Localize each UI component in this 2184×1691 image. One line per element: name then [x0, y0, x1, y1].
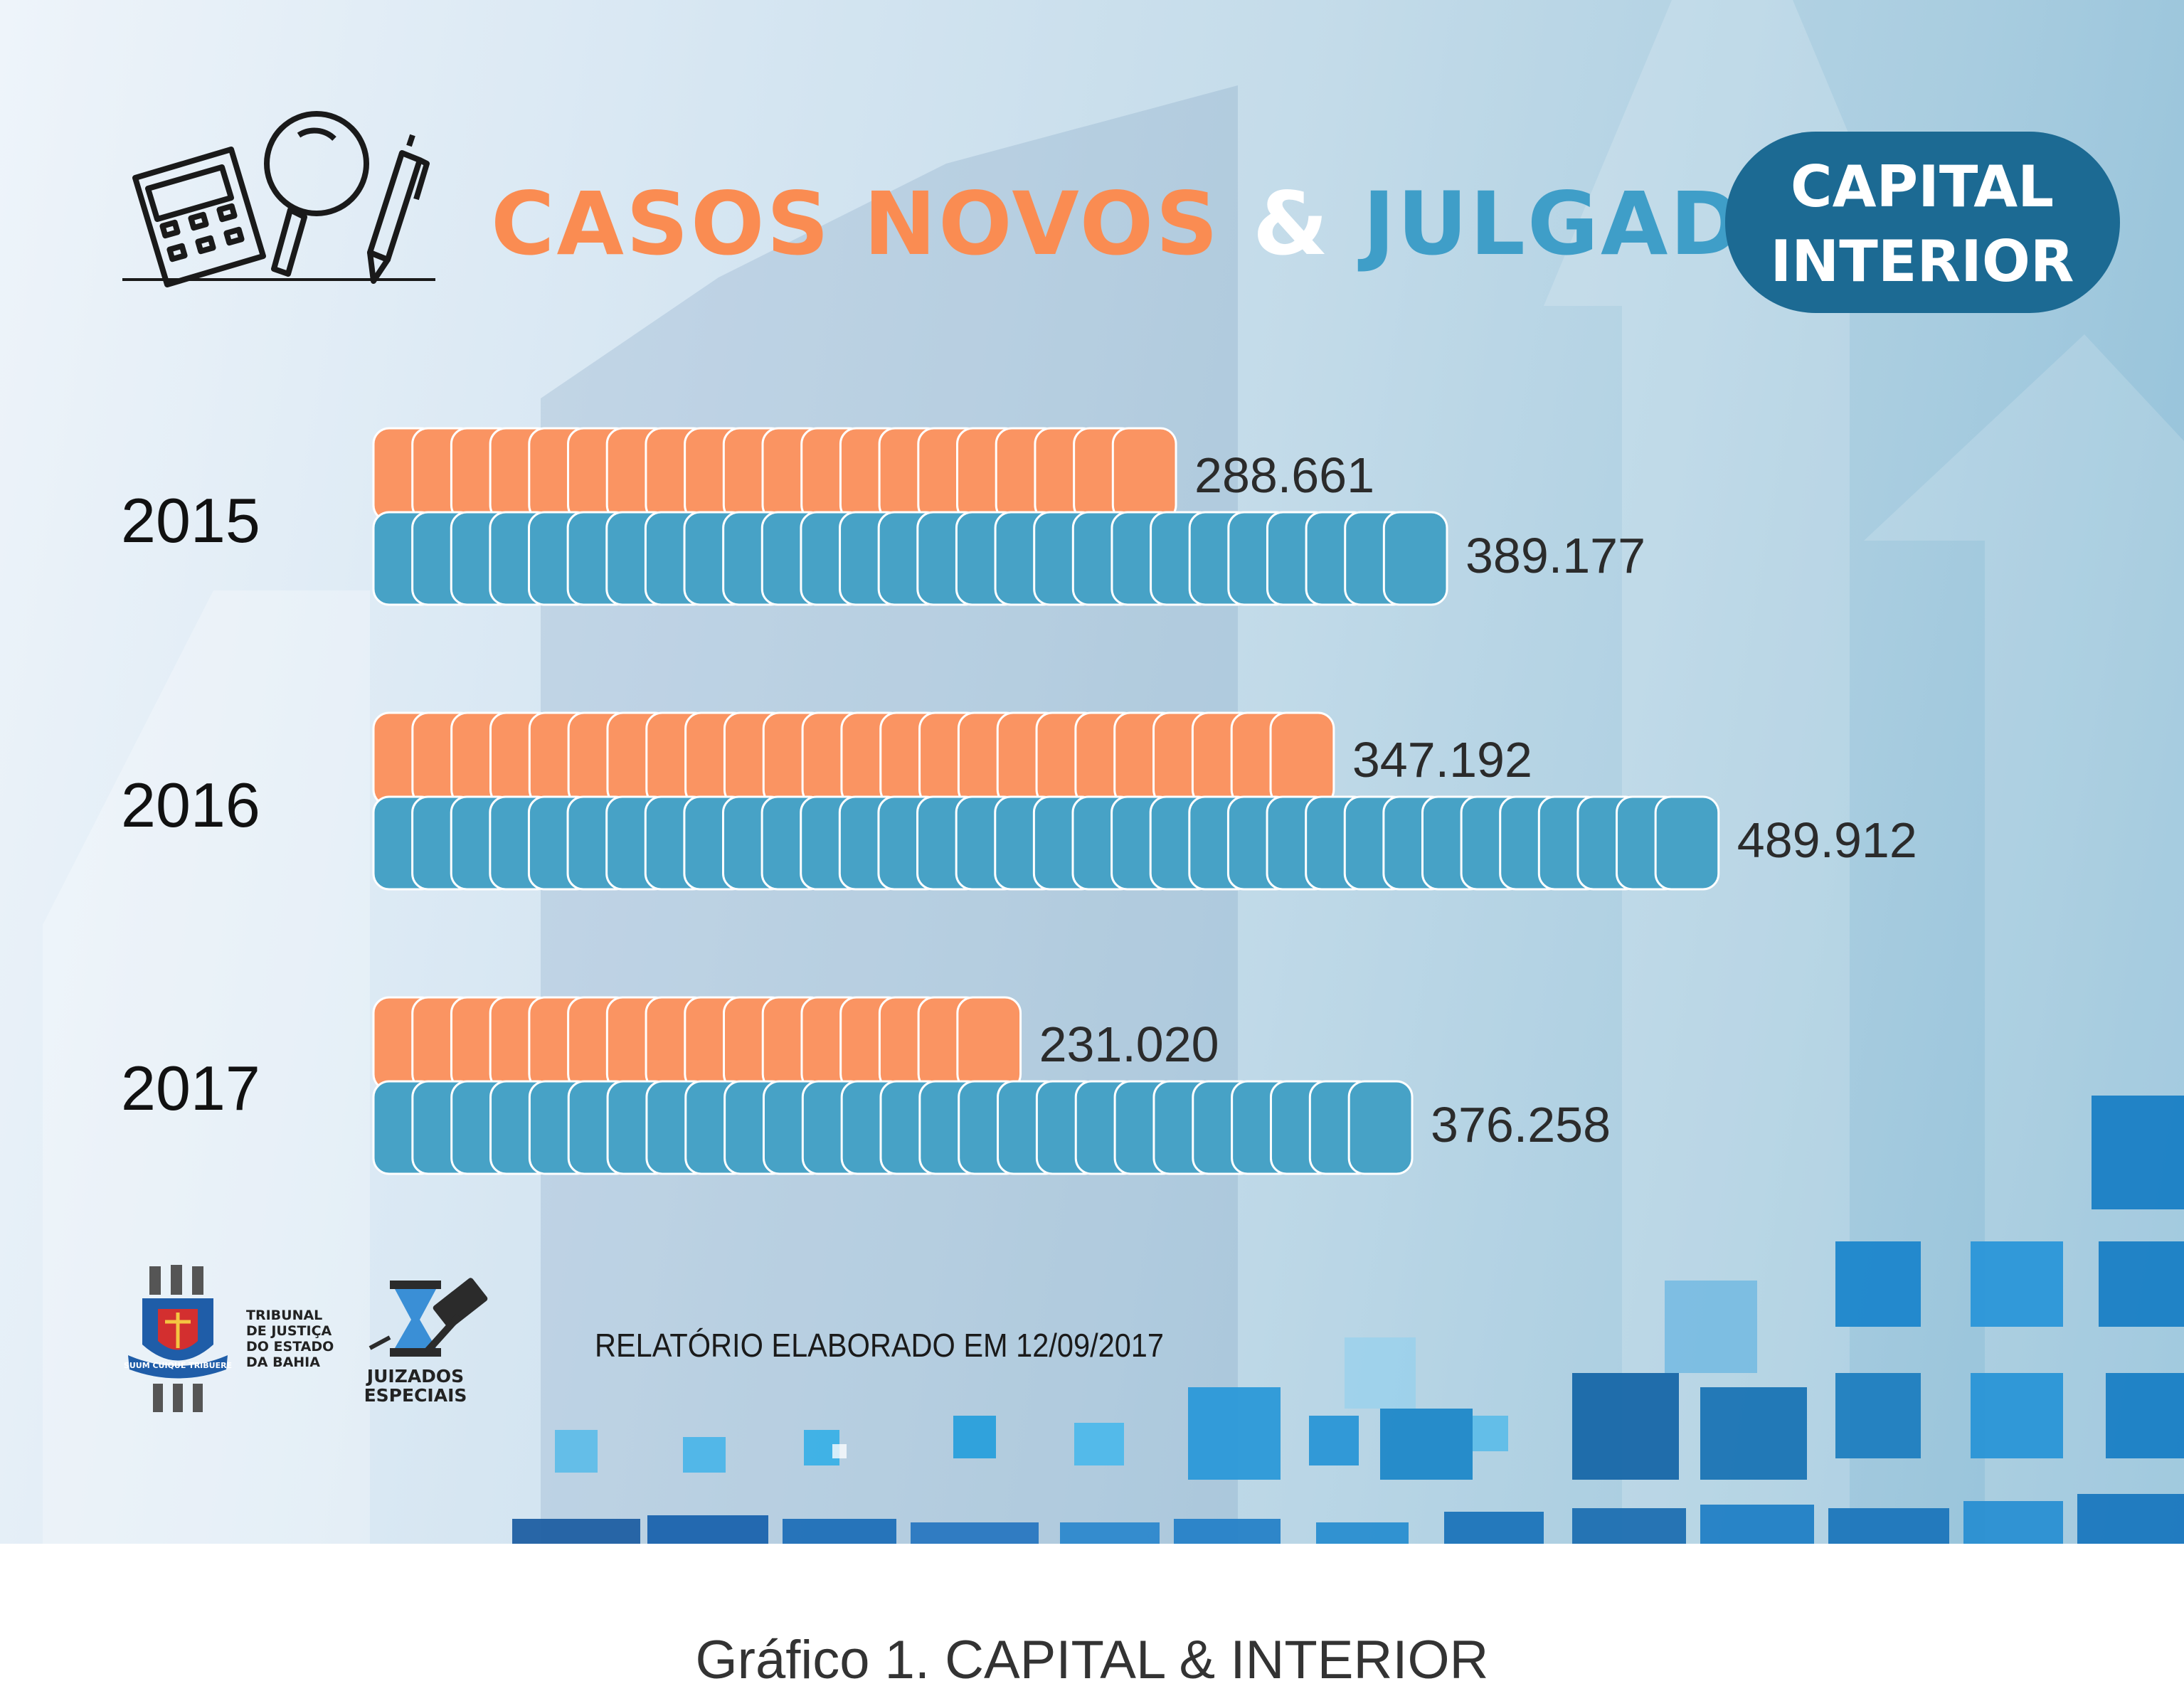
value-label-julgados: 389.177	[1465, 528, 1645, 583]
bar-casos-novos	[372, 996, 1022, 1091]
bar-casos-novos	[372, 711, 1335, 807]
figure-caption: Gráfico 1. CAPITAL & INTERIOR	[695, 1630, 1489, 1690]
title-casos-novos: CASOS NOVOS	[491, 174, 1220, 275]
tjba-motto: SUUM CUIQUE TRIBUERE	[124, 1361, 232, 1370]
calculator-icon	[132, 147, 266, 287]
tjba-logo: SUUM CUIQUE TRIBUERE TRIBUNAL DE JUSTIÇA…	[124, 1265, 334, 1412]
bars-layer: 2015 288.661 389.177 2016 347.192 489.912 2017…	[121, 427, 1917, 1175]
value-label-julgados: 489.912	[1737, 812, 1917, 868]
tjba-name-line: TRIBUNAL	[246, 1308, 322, 1323]
tjba-seal-icon	[128, 1265, 228, 1412]
juizados-name-line: ESPECIAIS	[364, 1385, 467, 1406]
badge-line-capital: CAPITAL	[1791, 154, 2054, 220]
chart-title: CASOS NOVOS & JULGADOS	[491, 174, 1885, 275]
report-date: RELATÓRIO ELABORADO EM 12/09/2017	[595, 1327, 1164, 1364]
year-label: 2017	[121, 1053, 260, 1123]
poster: CASOS NOVOS & JULGADOS CAPITAL INTERIOR …	[0, 0, 2184, 1544]
value-label-julgados: 376.258	[1431, 1097, 1611, 1152]
juizados-name-line: JUIZADOS	[366, 1366, 464, 1387]
year-label: 2016	[121, 770, 260, 840]
bar-julgados	[372, 1080, 1414, 1175]
magnifier-icon	[264, 111, 369, 277]
badge-shape	[1725, 132, 2120, 313]
badge-line-interior: INTERIOR	[1771, 228, 2074, 295]
bar-julgados	[372, 795, 1720, 891]
bar-segment	[1111, 427, 1177, 522]
building-wall-shape	[43, 590, 370, 1544]
tjba-name-line: DE JUSTIÇA	[246, 1323, 332, 1339]
square-mosaic	[512, 1096, 2184, 1544]
bar-segment	[1269, 711, 1335, 807]
arrow-shape	[1544, 0, 1921, 1544]
pen-icon	[367, 134, 430, 284]
year-label: 2015	[121, 485, 260, 556]
bar-segment	[1382, 511, 1448, 606]
bar-casos-novos	[372, 427, 1177, 522]
value-label-casos-novos: 231.020	[1039, 1017, 1219, 1072]
tjba-name-line: DA BAHIA	[246, 1355, 320, 1370]
bar-segment	[1347, 1080, 1414, 1175]
bar-julgados	[372, 511, 1448, 606]
title-ampersand: &	[1253, 174, 1363, 275]
value-label-casos-novos: 288.661	[1194, 447, 1374, 503]
tjba-name-line: DO ESTADO	[246, 1339, 334, 1355]
juizados-logo: JUIZADOS ESPECIAIS	[364, 1278, 488, 1406]
infographic-chart: CASOS NOVOS & JULGADOS CAPITAL INTERIOR …	[121, 111, 2120, 1412]
bar-segment	[1654, 795, 1720, 891]
scope-badge: CAPITAL INTERIOR	[1725, 132, 2120, 313]
hourglass-gavel-icon	[369, 1278, 488, 1357]
bar-segment	[956, 996, 1022, 1091]
value-label-casos-novos: 347.192	[1352, 732, 1532, 788]
